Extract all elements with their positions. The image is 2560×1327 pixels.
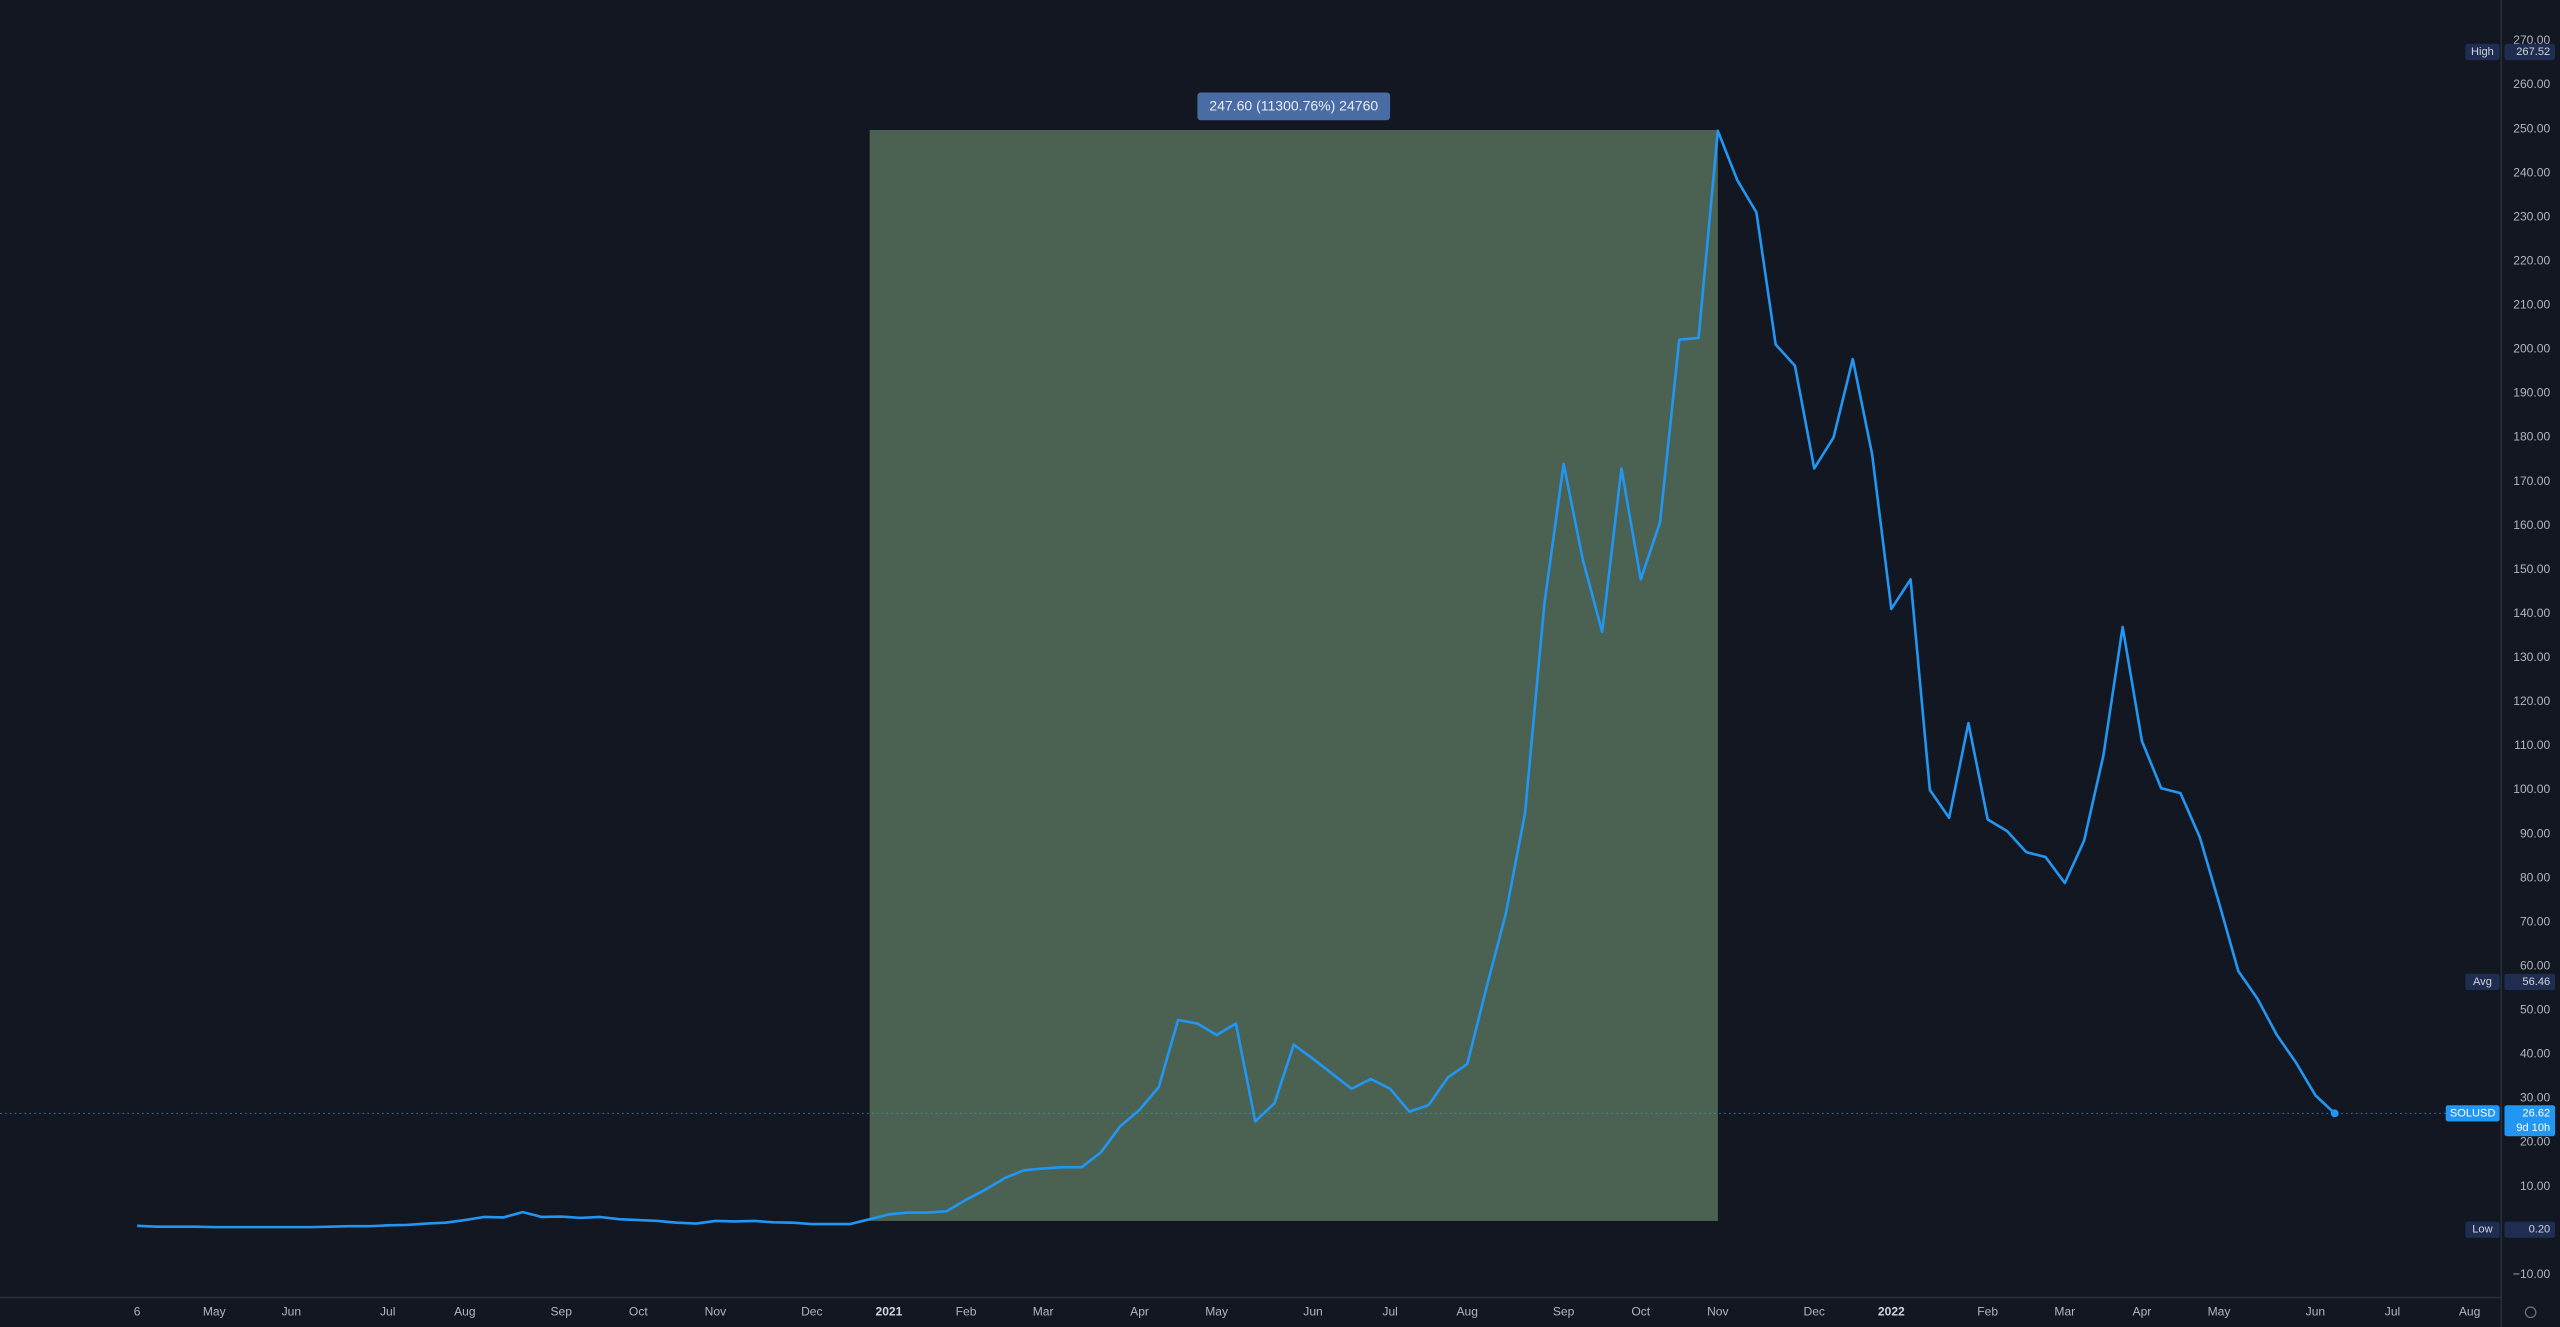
x-tick-label: Jul (2385, 1304, 2400, 1318)
x-tick-label: Apr (1130, 1304, 1149, 1318)
y-tick-label: 100.00 (2513, 782, 2550, 796)
marker-value-bg (2504, 43, 2556, 61)
x-tick-label: Jul (1382, 1304, 1397, 1318)
y-tick-label: 20.00 (2520, 1135, 2551, 1149)
marker-name-bg (2465, 1221, 2500, 1238)
price-line-series (137, 129, 2336, 1229)
x-tick-label: Apr (2133, 1304, 2152, 1318)
x-tick-label: Aug (1456, 1304, 1478, 1318)
symbol-tag-bg (2445, 1105, 2500, 1122)
y-tick-label: −10.00 (2513, 1267, 2551, 1281)
y-tick-label: 170.00 (2513, 474, 2550, 488)
y-tick-label: 150.00 (2513, 562, 2550, 576)
x-tick-label: Sep (1553, 1304, 1575, 1318)
last-price: 26.62 (2522, 1107, 2550, 1119)
marker-name: High (2471, 46, 2494, 58)
y-tick-label: 240.00 (2513, 165, 2550, 179)
x-tick-label: Dec (801, 1304, 822, 1318)
marker-value: 0.20 (2529, 1224, 2551, 1236)
y-tick-label: 70.00 (2520, 914, 2551, 928)
marker-name: Low (2472, 1224, 2493, 1236)
x-tick-label: Aug (2459, 1304, 2481, 1318)
y-tick-label: 250.00 (2513, 121, 2550, 135)
y-tick-label: 10.00 (2520, 1179, 2551, 1193)
y-tick-label: 220.00 (2513, 253, 2550, 267)
y-tick-label: 30.00 (2520, 1091, 2551, 1105)
last-point (2330, 1109, 2339, 1118)
x-tick-label: Oct (1631, 1304, 1650, 1318)
y-tick-label: 40.00 (2520, 1047, 2551, 1061)
x-tick-label: Oct (629, 1304, 648, 1318)
x-tick-label: May (1205, 1304, 1229, 1318)
marker-name-bg (2465, 43, 2500, 61)
x-tick-label: Jun (2306, 1304, 2325, 1318)
x-tick-label: Mar (2054, 1304, 2075, 1318)
marker-value-bg (2504, 1221, 2556, 1238)
measure-label: 247.60 (11300.76%) 24760 (1209, 97, 1378, 113)
settings-icon[interactable] (2524, 1306, 2537, 1319)
x-tick-label: Jul (380, 1304, 395, 1318)
y-tick-label: 120.00 (2513, 694, 2550, 708)
last-price-bg (2504, 1105, 2556, 1137)
y-tick-label: 80.00 (2520, 870, 2551, 884)
symbol-tag: SOLUSD (2450, 1107, 2496, 1119)
y-tick-label: 260.00 (2513, 77, 2550, 91)
y-tick-label: 140.00 (2513, 606, 2550, 620)
y-tick-label: 110.00 (2514, 738, 2550, 752)
marker-name-bg (2465, 973, 2500, 991)
x-tick-label: Dec (1803, 1304, 1824, 1318)
y-tick-label: 230.00 (2513, 209, 2550, 223)
x-tick-label: Jun (282, 1304, 301, 1318)
x-tick-label: Mar (1033, 1304, 1054, 1318)
x-tick-label: Sep (550, 1304, 572, 1318)
x-tick-label: 2022 (1878, 1304, 1905, 1318)
x-tick-label: May (203, 1304, 227, 1318)
y-tick-label: 90.00 (2520, 826, 2551, 840)
marker-value-bg (2504, 973, 2556, 991)
marker-name: Avg (2473, 976, 2492, 988)
y-tick-label: 60.00 (2520, 958, 2551, 972)
x-tick-label: Jun (1303, 1304, 1322, 1318)
countdown: 9d 10h (2516, 1122, 2550, 1134)
y-tick-label: 180.00 (2513, 430, 2550, 444)
measure-label-bg (1197, 92, 1391, 121)
y-tick-label: 270.00 (2513, 33, 2550, 47)
y-tick-label: 160.00 (2513, 518, 2550, 532)
y-tick-label: 200.00 (2513, 342, 2550, 356)
measure-box (869, 129, 1718, 1221)
marker-value: 56.46 (2522, 976, 2550, 988)
x-tick-label: Nov (705, 1304, 726, 1318)
x-tick-label: 6 (134, 1304, 141, 1318)
y-tick-label: 210.00 (2513, 298, 2550, 312)
x-tick-label: Feb (1977, 1304, 1998, 1318)
x-tick-label: 2021 (875, 1304, 902, 1318)
y-tick-label: 190.00 (2513, 386, 2550, 400)
x-tick-label: Feb (956, 1304, 977, 1318)
x-tick-label: May (2208, 1304, 2232, 1318)
x-tick-label: Aug (454, 1304, 476, 1318)
x-tick-label: Nov (1707, 1304, 1728, 1318)
y-tick-label: 50.00 (2520, 1003, 2551, 1017)
y-tick-label: 130.00 (2513, 650, 2550, 664)
marker-value: 267.52 (2516, 46, 2550, 58)
